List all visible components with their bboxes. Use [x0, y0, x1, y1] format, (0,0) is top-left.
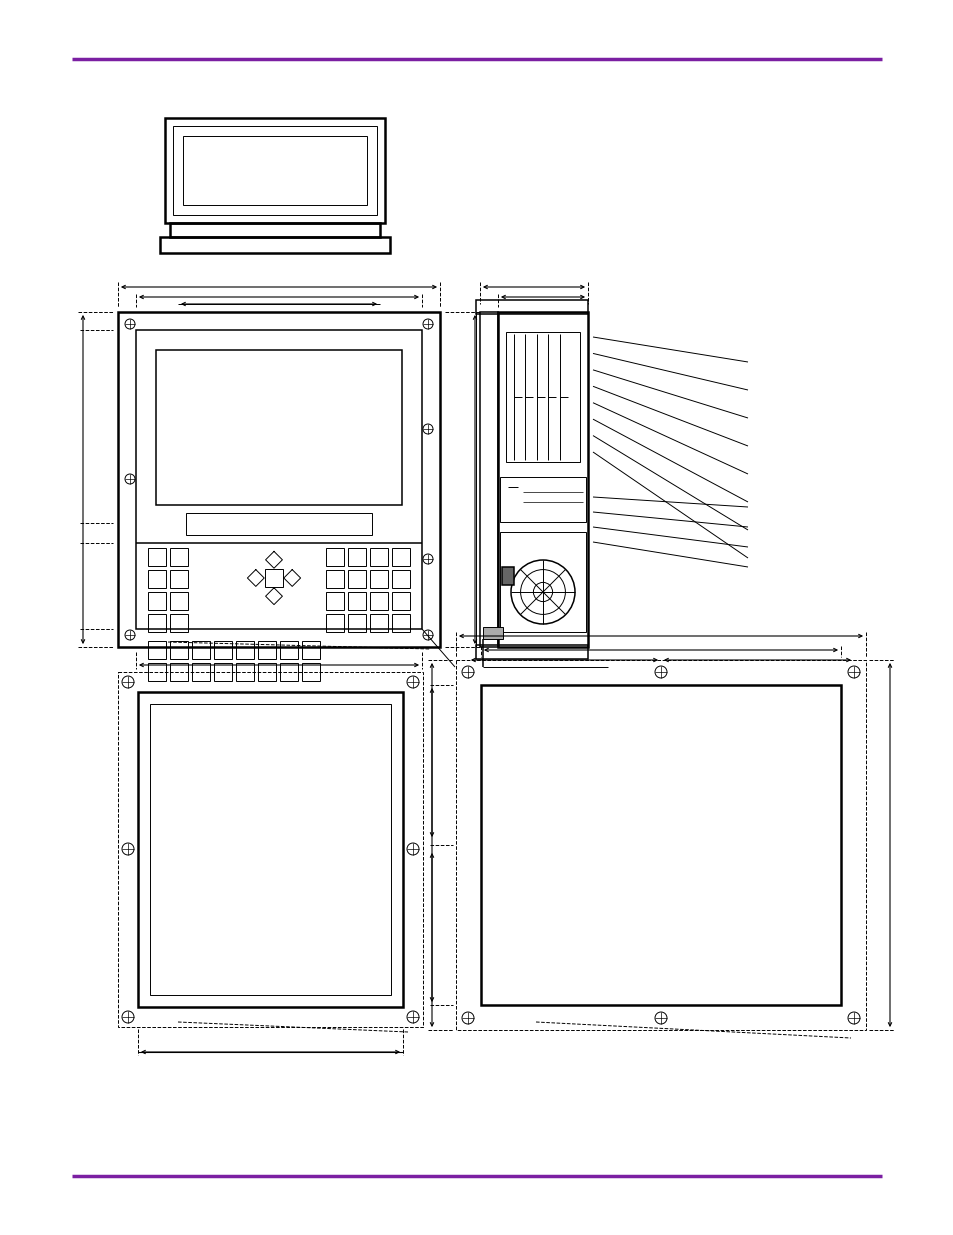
Bar [257, 641, 275, 659]
Bar [170, 663, 188, 680]
Bar [156, 350, 401, 505]
Bar [348, 592, 366, 610]
Bar [370, 571, 388, 588]
Bar [170, 641, 188, 659]
Bar [160, 237, 390, 253]
Bar [148, 571, 166, 588]
Bar [192, 641, 210, 659]
Bar [186, 513, 372, 535]
Bar [326, 614, 344, 632]
Bar [370, 614, 388, 632]
Bar [150, 704, 391, 995]
Bar [280, 641, 297, 659]
Bar [213, 663, 232, 680]
Bar [280, 663, 297, 680]
Bar [165, 119, 385, 224]
Bar [138, 692, 402, 1007]
Bar [476, 300, 587, 314]
Bar [392, 592, 410, 610]
Bar [170, 224, 379, 237]
Bar [170, 592, 188, 610]
Bar [257, 663, 275, 680]
Bar [348, 614, 366, 632]
Bar [213, 641, 232, 659]
Bar [118, 312, 439, 647]
Bar [476, 645, 587, 659]
Bar [479, 312, 497, 647]
Bar [192, 663, 210, 680]
Bar [148, 663, 166, 680]
Bar [170, 548, 188, 566]
Bar [482, 627, 502, 638]
Bar [392, 571, 410, 588]
Bar [505, 332, 579, 462]
Bar [326, 548, 344, 566]
Bar [170, 614, 188, 632]
Bar [183, 136, 367, 205]
Bar [497, 312, 587, 647]
Bar [148, 641, 166, 659]
Bar [265, 569, 283, 587]
Bar [392, 614, 410, 632]
Bar [136, 330, 421, 629]
Bar [348, 548, 366, 566]
Bar [235, 641, 253, 659]
Bar [148, 548, 166, 566]
Bar [499, 477, 585, 522]
Bar [370, 592, 388, 610]
Bar [148, 614, 166, 632]
Bar [348, 571, 366, 588]
Bar [172, 126, 376, 215]
Bar [501, 567, 514, 585]
Bar [148, 592, 166, 610]
Bar [118, 672, 422, 1028]
Bar [302, 663, 319, 680]
Bar [480, 685, 841, 1005]
Bar [456, 659, 865, 1030]
Bar [302, 641, 319, 659]
Bar [370, 548, 388, 566]
Bar [170, 571, 188, 588]
Bar [235, 663, 253, 680]
Bar [499, 532, 585, 632]
Bar [392, 548, 410, 566]
Bar [326, 592, 344, 610]
Bar [326, 571, 344, 588]
